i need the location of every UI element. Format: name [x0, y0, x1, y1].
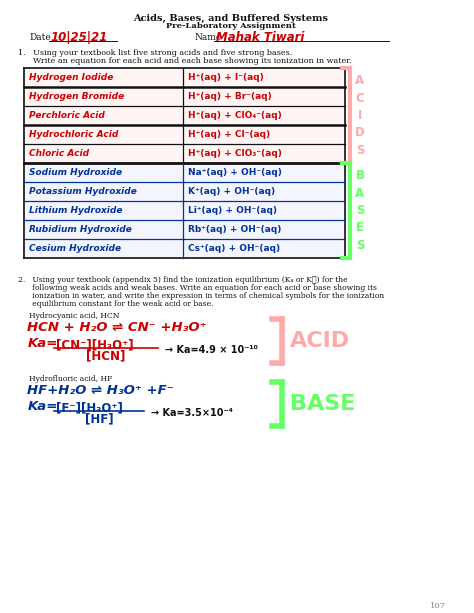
Text: 10|25|21: 10|25|21	[51, 31, 108, 44]
Text: A: A	[356, 187, 365, 200]
Text: following weak acids and weak bases. Write an equation for each acid or base sho: following weak acids and weak bases. Wri…	[18, 284, 376, 292]
Text: E: E	[356, 221, 364, 234]
Text: [HF]: [HF]	[85, 412, 114, 425]
Text: Hydrochloric Acid: Hydrochloric Acid	[29, 130, 118, 139]
Text: Potassium Hydroxide: Potassium Hydroxide	[29, 187, 137, 196]
Text: A: A	[356, 74, 365, 88]
Text: HF+H₂O ⇌ H₃O⁺ +F⁻: HF+H₂O ⇌ H₃O⁺ +F⁻	[27, 384, 174, 397]
Bar	[24, 182, 346, 201]
Text: D: D	[355, 126, 365, 139]
Text: Acids, Bases, and Buffered Systems: Acids, Bases, and Buffered Systems	[133, 14, 328, 23]
Text: Li⁺(aq) + OH⁻(aq): Li⁺(aq) + OH⁻(aq)	[188, 206, 277, 215]
Bar	[24, 239, 346, 258]
Text: [F⁻][H₃O⁺]: [F⁻][H₃O⁺]	[56, 401, 123, 414]
Text: Cs⁺(aq) + OH⁻(aq): Cs⁺(aq) + OH⁻(aq)	[188, 244, 280, 253]
Text: C: C	[356, 92, 365, 105]
Text: Na⁺(aq) + OH⁻(aq): Na⁺(aq) + OH⁻(aq)	[188, 168, 282, 177]
Text: I: I	[358, 109, 362, 122]
Text: ionization in water, and write the expression in terms of chemical symbols for t: ionization in water, and write the expre…	[18, 292, 384, 300]
Text: Write an equation for each acid and each base showing its ionization in water.: Write an equation for each acid and each…	[18, 57, 351, 65]
Bar	[24, 106, 346, 125]
Text: Hydrogen Iodide: Hydrogen Iodide	[29, 73, 114, 82]
Text: H⁺(aq) + Cl⁻(aq): H⁺(aq) + Cl⁻(aq)	[188, 130, 270, 139]
Text: Hydrocyanic acid, HCN: Hydrocyanic acid, HCN	[29, 312, 120, 320]
Text: Hydrogen Bromide: Hydrogen Bromide	[29, 92, 125, 101]
Bar	[24, 144, 346, 163]
Bar	[24, 163, 346, 182]
Text: Perchloric Acid: Perchloric Acid	[29, 111, 105, 120]
Text: Cesium Hydroxide: Cesium Hydroxide	[29, 244, 121, 253]
Text: Rb⁺(aq) + OH⁻(aq): Rb⁺(aq) + OH⁻(aq)	[188, 225, 281, 234]
Text: Pre-Laboratory Assignment: Pre-Laboratory Assignment	[165, 22, 296, 30]
Text: 107: 107	[429, 602, 446, 610]
Bar	[24, 220, 346, 239]
Text: Rubidium Hydroxide: Rubidium Hydroxide	[29, 225, 132, 234]
Text: K⁺(aq) + OH⁻(aq): K⁺(aq) + OH⁻(aq)	[188, 187, 275, 196]
Text: 2.   Using your textbook (appendix 5) find the ionization equilibrium (Kₐ or K၂): 2. Using your textbook (appendix 5) find…	[18, 276, 347, 284]
Text: Ka=: Ka=	[27, 337, 58, 350]
Text: Chloric Acid: Chloric Acid	[29, 149, 89, 158]
Text: S: S	[356, 204, 364, 217]
Text: H⁺(aq) + ClO₄⁻(aq): H⁺(aq) + ClO₄⁻(aq)	[188, 111, 282, 120]
Text: H⁺(aq) + ClO₃⁻(aq): H⁺(aq) + ClO₃⁻(aq)	[188, 149, 282, 158]
Text: Hydrofluoric acid, HF: Hydrofluoric acid, HF	[29, 375, 112, 383]
Bar	[24, 125, 346, 144]
Text: H⁺(aq) + I⁻(aq): H⁺(aq) + I⁻(aq)	[188, 73, 264, 82]
Text: [HCN]: [HCN]	[86, 349, 126, 362]
Text: HCN + H₂O ⇌ CN⁻ +H₃O⁺: HCN + H₂O ⇌ CN⁻ +H₃O⁺	[27, 321, 207, 334]
Bar	[24, 68, 346, 87]
Text: S: S	[356, 143, 364, 156]
Bar	[24, 201, 346, 220]
Text: Ka=: Ka=	[27, 400, 58, 413]
Text: S: S	[356, 238, 364, 251]
Text: Lithium Hydroxide: Lithium Hydroxide	[29, 206, 123, 215]
Text: Mahak Tiwari: Mahak Tiwari	[216, 31, 304, 44]
Text: Sodium Hydroxide: Sodium Hydroxide	[29, 168, 122, 177]
Text: → Ka=4.9 × 10⁻¹⁰: → Ka=4.9 × 10⁻¹⁰	[165, 345, 258, 355]
Text: equilibrium constant for the weak acid or base.: equilibrium constant for the weak acid o…	[18, 300, 213, 308]
Text: BASE: BASE	[290, 394, 356, 414]
Text: ACID: ACID	[290, 331, 350, 351]
Text: B: B	[356, 169, 365, 183]
Text: Name: Name	[195, 33, 222, 42]
Text: H⁺(aq) + Br⁻(aq): H⁺(aq) + Br⁻(aq)	[188, 92, 272, 101]
Text: → Ka=3.5×10⁻⁴: → Ka=3.5×10⁻⁴	[151, 408, 233, 418]
Text: Date: Date	[29, 33, 51, 42]
Bar	[24, 87, 346, 106]
Text: 1.   Using your textbook list five strong acids and five strong bases.: 1. Using your textbook list five strong …	[18, 49, 292, 57]
Text: [CN⁻][H₃O⁺]: [CN⁻][H₃O⁺]	[56, 338, 134, 351]
